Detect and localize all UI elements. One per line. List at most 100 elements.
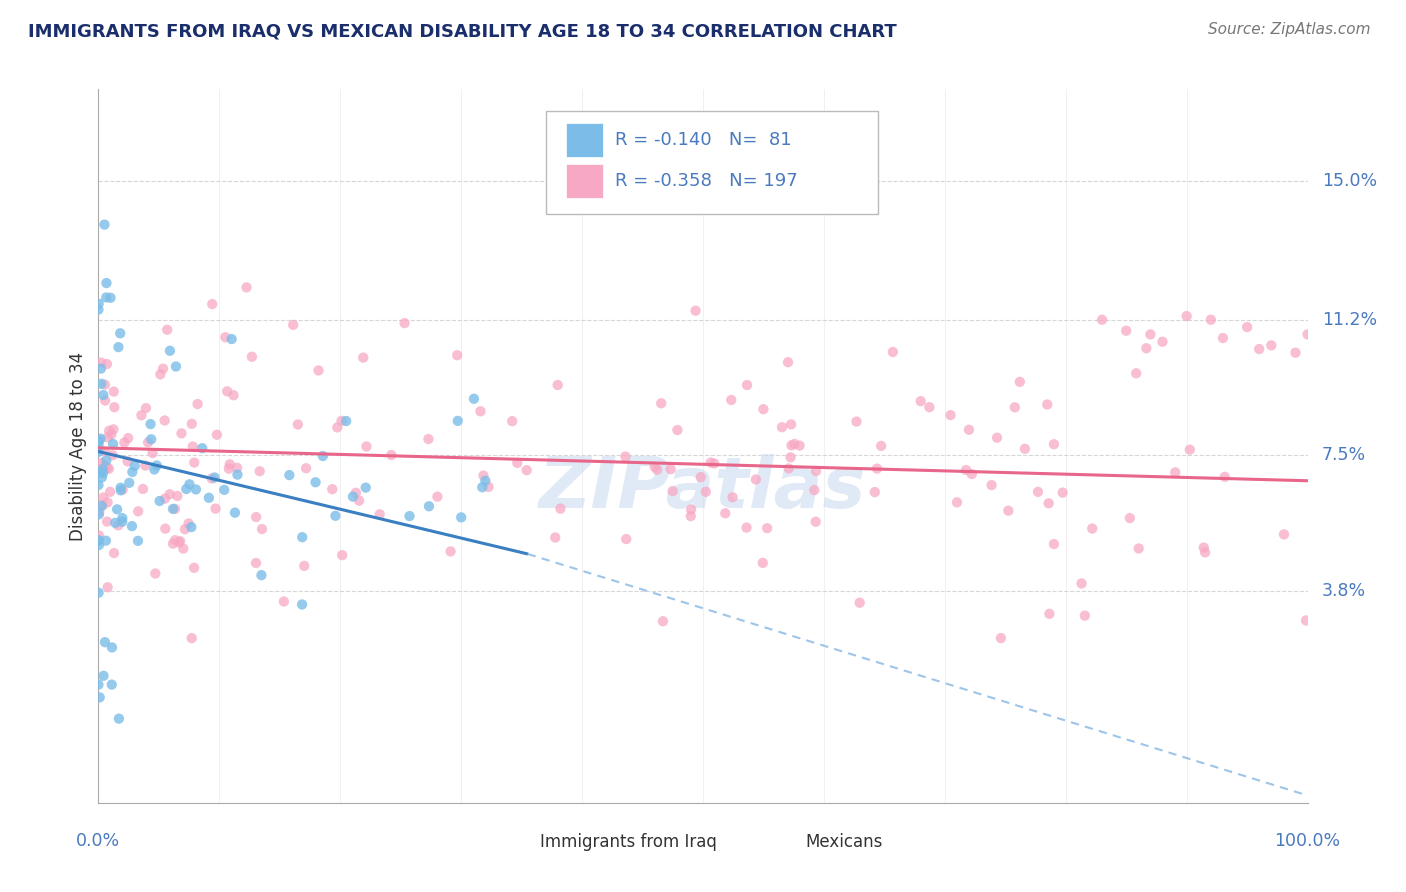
Point: [111, 511, 134, 525]
Point: [882, 345, 904, 359]
Point: [134, 458, 156, 473]
Point: [121, 519, 143, 533]
Point: [804, 464, 827, 478]
Point: [87, 677, 110, 691]
Point: [368, 508, 391, 522]
Point: [117, 431, 139, 445]
Point: [681, 502, 703, 516]
Point: [703, 457, 725, 471]
Point: [101, 448, 124, 462]
Point: [344, 485, 367, 500]
Point: [94, 393, 117, 408]
Point: [87, 508, 110, 522]
Point: [783, 437, 806, 451]
Point: [167, 535, 190, 549]
Point: [181, 440, 204, 454]
Point: [135, 401, 157, 416]
Point: [218, 461, 240, 475]
Point: [143, 462, 166, 476]
Point: [245, 510, 267, 524]
Point: [94, 458, 117, 473]
Point: [97, 462, 120, 476]
Point: [191, 441, 214, 455]
Point: [104, 516, 127, 530]
Point: [141, 446, 163, 460]
Point: [547, 378, 569, 392]
Point: [866, 461, 889, 475]
Point: [342, 490, 364, 504]
Point: [93, 669, 115, 683]
Point: [1038, 607, 1060, 621]
Point: [159, 343, 181, 358]
Point: [666, 423, 689, 437]
Point: [90, 376, 112, 391]
Point: [614, 532, 637, 546]
Point: [214, 330, 236, 344]
Point: [87, 302, 110, 317]
Point: [87, 434, 110, 448]
Point: [689, 470, 711, 484]
Point: [804, 515, 827, 529]
Point: [89, 505, 111, 519]
Point: [97, 430, 120, 444]
Point: [789, 439, 811, 453]
Point: [652, 614, 675, 628]
Point: [91, 466, 114, 480]
Point: [90, 470, 112, 484]
Point: [96, 461, 118, 475]
Point: [910, 394, 932, 409]
Point: [695, 484, 717, 499]
Point: [446, 348, 468, 362]
Point: [136, 435, 159, 450]
Point: [107, 340, 129, 354]
Point: [91, 388, 114, 402]
Point: [330, 548, 353, 562]
Point: [1178, 442, 1201, 457]
Point: [779, 450, 801, 465]
Text: Mexicans: Mexicans: [806, 833, 883, 851]
Point: [1272, 527, 1295, 541]
Point: [222, 388, 245, 402]
Point: [91, 499, 114, 513]
Point: [980, 478, 1002, 492]
Point: [735, 378, 758, 392]
Point: [179, 477, 201, 491]
Text: 0.0%: 0.0%: [76, 832, 121, 850]
Point: [217, 384, 239, 399]
Point: [98, 484, 121, 499]
Point: [398, 509, 420, 524]
Text: Immigrants from Iraq: Immigrants from Iraq: [540, 833, 717, 851]
Point: [132, 482, 155, 496]
Point: [249, 464, 271, 478]
Point: [149, 368, 172, 382]
Point: [347, 493, 370, 508]
Point: [1052, 485, 1074, 500]
Point: [1212, 331, 1234, 345]
Point: [780, 417, 803, 432]
Point: [939, 408, 962, 422]
Point: [145, 458, 167, 473]
Point: [803, 483, 825, 497]
Point: [174, 522, 197, 536]
Point: [156, 323, 179, 337]
Point: [87, 445, 110, 459]
Text: 11.2%: 11.2%: [1322, 310, 1378, 329]
Point: [110, 483, 132, 498]
Point: [176, 482, 198, 496]
Point: [550, 501, 572, 516]
Point: [163, 502, 186, 516]
Point: [198, 491, 221, 505]
FancyBboxPatch shape: [567, 123, 603, 157]
Point: [287, 417, 309, 432]
Point: [162, 502, 184, 516]
Point: [699, 456, 721, 470]
Point: [1236, 320, 1258, 334]
Point: [177, 516, 200, 531]
Point: [1091, 312, 1114, 326]
Point: [1249, 342, 1271, 356]
Point: [87, 533, 110, 548]
Point: [292, 558, 315, 573]
Point: [1043, 437, 1066, 451]
Point: [224, 506, 246, 520]
Point: [98, 424, 121, 438]
